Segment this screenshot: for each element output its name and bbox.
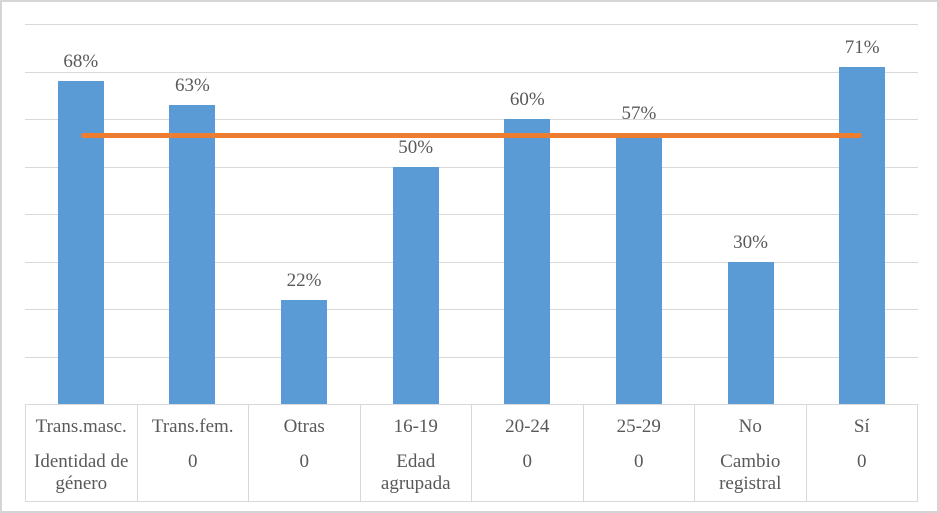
gridline bbox=[25, 24, 918, 25]
bar bbox=[727, 261, 774, 404]
bar-column: 30% bbox=[695, 24, 807, 404]
category-label: Otras bbox=[283, 416, 325, 437]
bar-column: 63% bbox=[137, 24, 249, 404]
group-label: 0 bbox=[634, 451, 644, 472]
bar-label: 22% bbox=[286, 269, 322, 291]
category-column: Trans.masc. Identidad de género bbox=[25, 405, 137, 501]
group-label: Identidad de género bbox=[34, 451, 129, 494]
bar-column: 22% bbox=[248, 24, 360, 404]
category-column: 25-29 0 bbox=[582, 405, 695, 501]
category-column: Trans.fem. 0 bbox=[136, 405, 249, 501]
category-column: 20-24 0 bbox=[471, 405, 583, 501]
bar-column: 57% bbox=[583, 24, 695, 404]
bar bbox=[57, 81, 104, 404]
bar-label: 63% bbox=[175, 74, 210, 96]
group-label: Edad agrupada bbox=[380, 451, 451, 494]
bar-column: 71% bbox=[806, 24, 918, 404]
gridline bbox=[25, 71, 918, 73]
category-label: 25-29 bbox=[616, 416, 661, 437]
bar bbox=[169, 104, 216, 404]
bar-column: 68% bbox=[25, 24, 137, 404]
bar-label: 68% bbox=[63, 51, 99, 72]
bar-label: 71% bbox=[844, 36, 880, 58]
category-label: 20-24 bbox=[505, 416, 550, 437]
category-column: No Cambio registral bbox=[694, 405, 806, 501]
gridline bbox=[25, 261, 918, 263]
gridline bbox=[25, 214, 918, 215]
category-column: 16-19 Edad agrupada bbox=[359, 405, 472, 501]
bar bbox=[839, 66, 886, 404]
bar-label: 57% bbox=[621, 103, 657, 125]
group-label: 0 bbox=[188, 451, 198, 472]
gridline bbox=[25, 119, 918, 120]
bar-column: 60% bbox=[472, 24, 584, 404]
bar bbox=[392, 166, 439, 404]
category-label: 16-19 bbox=[393, 416, 438, 437]
group-label: 0 bbox=[522, 451, 533, 472]
group-label: 0 bbox=[857, 451, 867, 472]
bar-column: 50% bbox=[360, 24, 472, 404]
bar bbox=[615, 133, 662, 404]
bar bbox=[281, 299, 328, 404]
category-label: Sí bbox=[853, 416, 870, 437]
bar bbox=[504, 119, 551, 404]
bar-label: 60% bbox=[509, 89, 545, 110]
group-label: Cambio registral bbox=[719, 451, 782, 494]
reference-line bbox=[80, 133, 863, 139]
category-table: Trans.masc. Identidad de género Trans.fem.… bbox=[25, 404, 918, 502]
bar-label: 50% bbox=[398, 136, 434, 158]
category-label: No bbox=[738, 416, 762, 437]
gridline bbox=[25, 309, 918, 310]
category-column: Otras 0 bbox=[248, 405, 360, 501]
plot-area: 68% 63% 22% 50% 60% 57% 30% 71% bbox=[25, 24, 918, 404]
category-label: Trans.fem. bbox=[151, 416, 234, 437]
bar-label: 30% bbox=[733, 231, 768, 253]
category-label: Trans.masc. bbox=[35, 416, 127, 437]
category-column: Sí 0 bbox=[805, 405, 918, 501]
gridline bbox=[25, 166, 918, 168]
group-label: 0 bbox=[299, 451, 310, 472]
gridline bbox=[25, 356, 918, 358]
